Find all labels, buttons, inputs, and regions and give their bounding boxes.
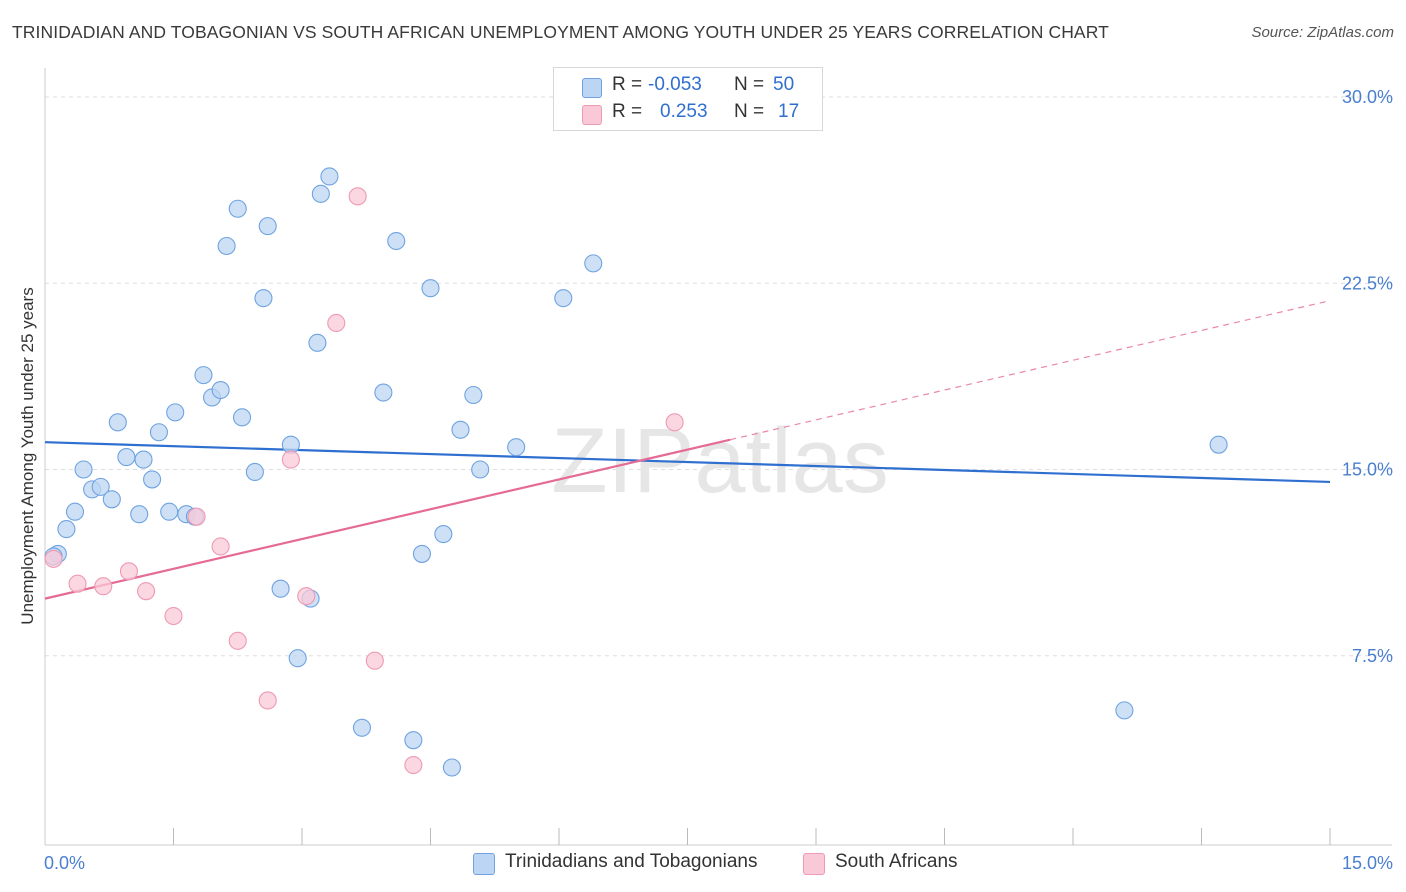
data-point-trinidadian (288, 649, 307, 668)
data-point-trinidadian (1115, 701, 1134, 720)
y-tick-label: 15.0% (1342, 460, 1393, 480)
data-point-trinidadian (117, 448, 136, 467)
bottom-legend-swatch-pink (803, 853, 825, 875)
data-point-south-african (665, 413, 684, 432)
data-point-trinidadian (143, 470, 162, 489)
data-point-trinidadian (507, 438, 526, 457)
data-point-trinidadian (1209, 435, 1228, 454)
data-point-trinidadian (108, 413, 127, 432)
data-point-trinidadian (374, 383, 393, 402)
data-point-trinidadian (74, 460, 93, 479)
data-point-south-african (164, 606, 183, 626)
data-point-trinidadian (166, 403, 185, 422)
data-point-trinidadian (130, 505, 149, 524)
data-point-trinidadian (254, 289, 273, 308)
chart-title: TRINIDADIAN AND TOBAGONIAN VS SOUTH AFRI… (12, 22, 1109, 42)
data-point-trinidadian (554, 289, 573, 308)
data-point-trinidadian (320, 167, 339, 186)
data-point-trinidadian (442, 758, 461, 777)
trend-lines (44, 300, 1331, 600)
y-tick-label: 7.5% (1352, 646, 1393, 666)
data-point-south-african (187, 507, 206, 526)
data-point-south-african (297, 587, 316, 606)
data-point-trinidadian (412, 544, 431, 563)
data-point-trinidadian (232, 408, 252, 427)
legend-n-label: N = (734, 74, 765, 95)
data-point-trinidadian (65, 502, 85, 521)
data-point-trinidadian (134, 450, 153, 469)
bottom-legend-swatch-blue (473, 853, 495, 875)
data-point-trinidadian (91, 477, 110, 496)
data-point-trinidadian (217, 236, 236, 256)
trend-line-extension (730, 300, 1331, 441)
data-point-trinidadian (228, 199, 247, 218)
data-point-trinidadian (149, 423, 168, 442)
y-tick-label: 30.0% (1342, 87, 1393, 107)
data-point-south-african (258, 691, 277, 710)
legend-r-value: -0.053 (648, 74, 702, 95)
data-point-trinidadian (308, 333, 327, 352)
grid-lines (45, 96, 1392, 657)
data-point-trinidadian (471, 460, 490, 479)
y-tick-label: 22.5% (1342, 273, 1393, 293)
data-point-trinidadian (271, 579, 290, 598)
source-label: Source: ZipAtlas.com (1251, 24, 1394, 41)
data-point-trinidadian (387, 231, 406, 251)
data-point-trinidadian (57, 520, 76, 539)
bottom-legend-label: Trinidadians and Tobagonians (505, 851, 758, 872)
data-point-south-african (281, 450, 300, 469)
data-point-south-african (68, 574, 87, 593)
data-point-trinidadian (211, 380, 230, 400)
data-point-trinidadian (464, 385, 483, 405)
legend-n-value: 17 (778, 101, 800, 122)
legend-swatch-blue (582, 78, 602, 98)
data-point-trinidadian (245, 462, 264, 482)
data-point-trinidadian (404, 731, 423, 750)
legend-r-value: 0.253 (660, 101, 708, 122)
data-point-south-african (327, 313, 346, 333)
data-point-south-african (404, 755, 423, 775)
data-point-south-african (44, 549, 63, 568)
bottom-legend-label: South Africans (835, 851, 958, 872)
data-point-trinidadian (421, 279, 440, 298)
trend-line (44, 438, 731, 600)
data-point-south-african (348, 187, 367, 206)
trend-line (44, 441, 1331, 484)
legend-r-label: R = (612, 101, 643, 122)
data-points (44, 167, 1228, 777)
data-point-trinidadian (194, 366, 213, 385)
stats-legend: R = -0.053 N = 50 R = 0.253 N = 17 (553, 67, 823, 131)
data-point-trinidadian (102, 490, 121, 509)
legend-r-label: R = (612, 74, 643, 95)
legend-n-value: 50 (773, 74, 795, 95)
data-point-trinidadian (434, 525, 453, 544)
data-point-trinidadian (352, 718, 372, 737)
watermark: ZIPatlas (551, 410, 888, 512)
x-tick-label: 15.0% (1342, 853, 1393, 873)
tick-labels: 7.5% 15.0% 22.5% 30.0% 0.0% 15.0% (44, 87, 1393, 873)
data-point-south-african (365, 651, 384, 670)
legend-swatch-pink (582, 105, 602, 125)
data-point-trinidadian (451, 420, 470, 439)
axes (44, 68, 1392, 846)
data-point-south-african (228, 631, 247, 650)
legend-n-label: N = (734, 101, 765, 122)
data-point-south-african (211, 537, 230, 556)
x-tick-label: 0.0% (44, 853, 85, 873)
data-point-south-african (137, 582, 156, 601)
data-point-south-african (119, 562, 139, 581)
data-point-trinidadian (160, 502, 179, 521)
data-point-trinidadian (258, 217, 277, 236)
data-point-trinidadian (311, 184, 330, 203)
data-point-south-african (94, 577, 113, 596)
data-point-trinidadian (584, 254, 603, 273)
